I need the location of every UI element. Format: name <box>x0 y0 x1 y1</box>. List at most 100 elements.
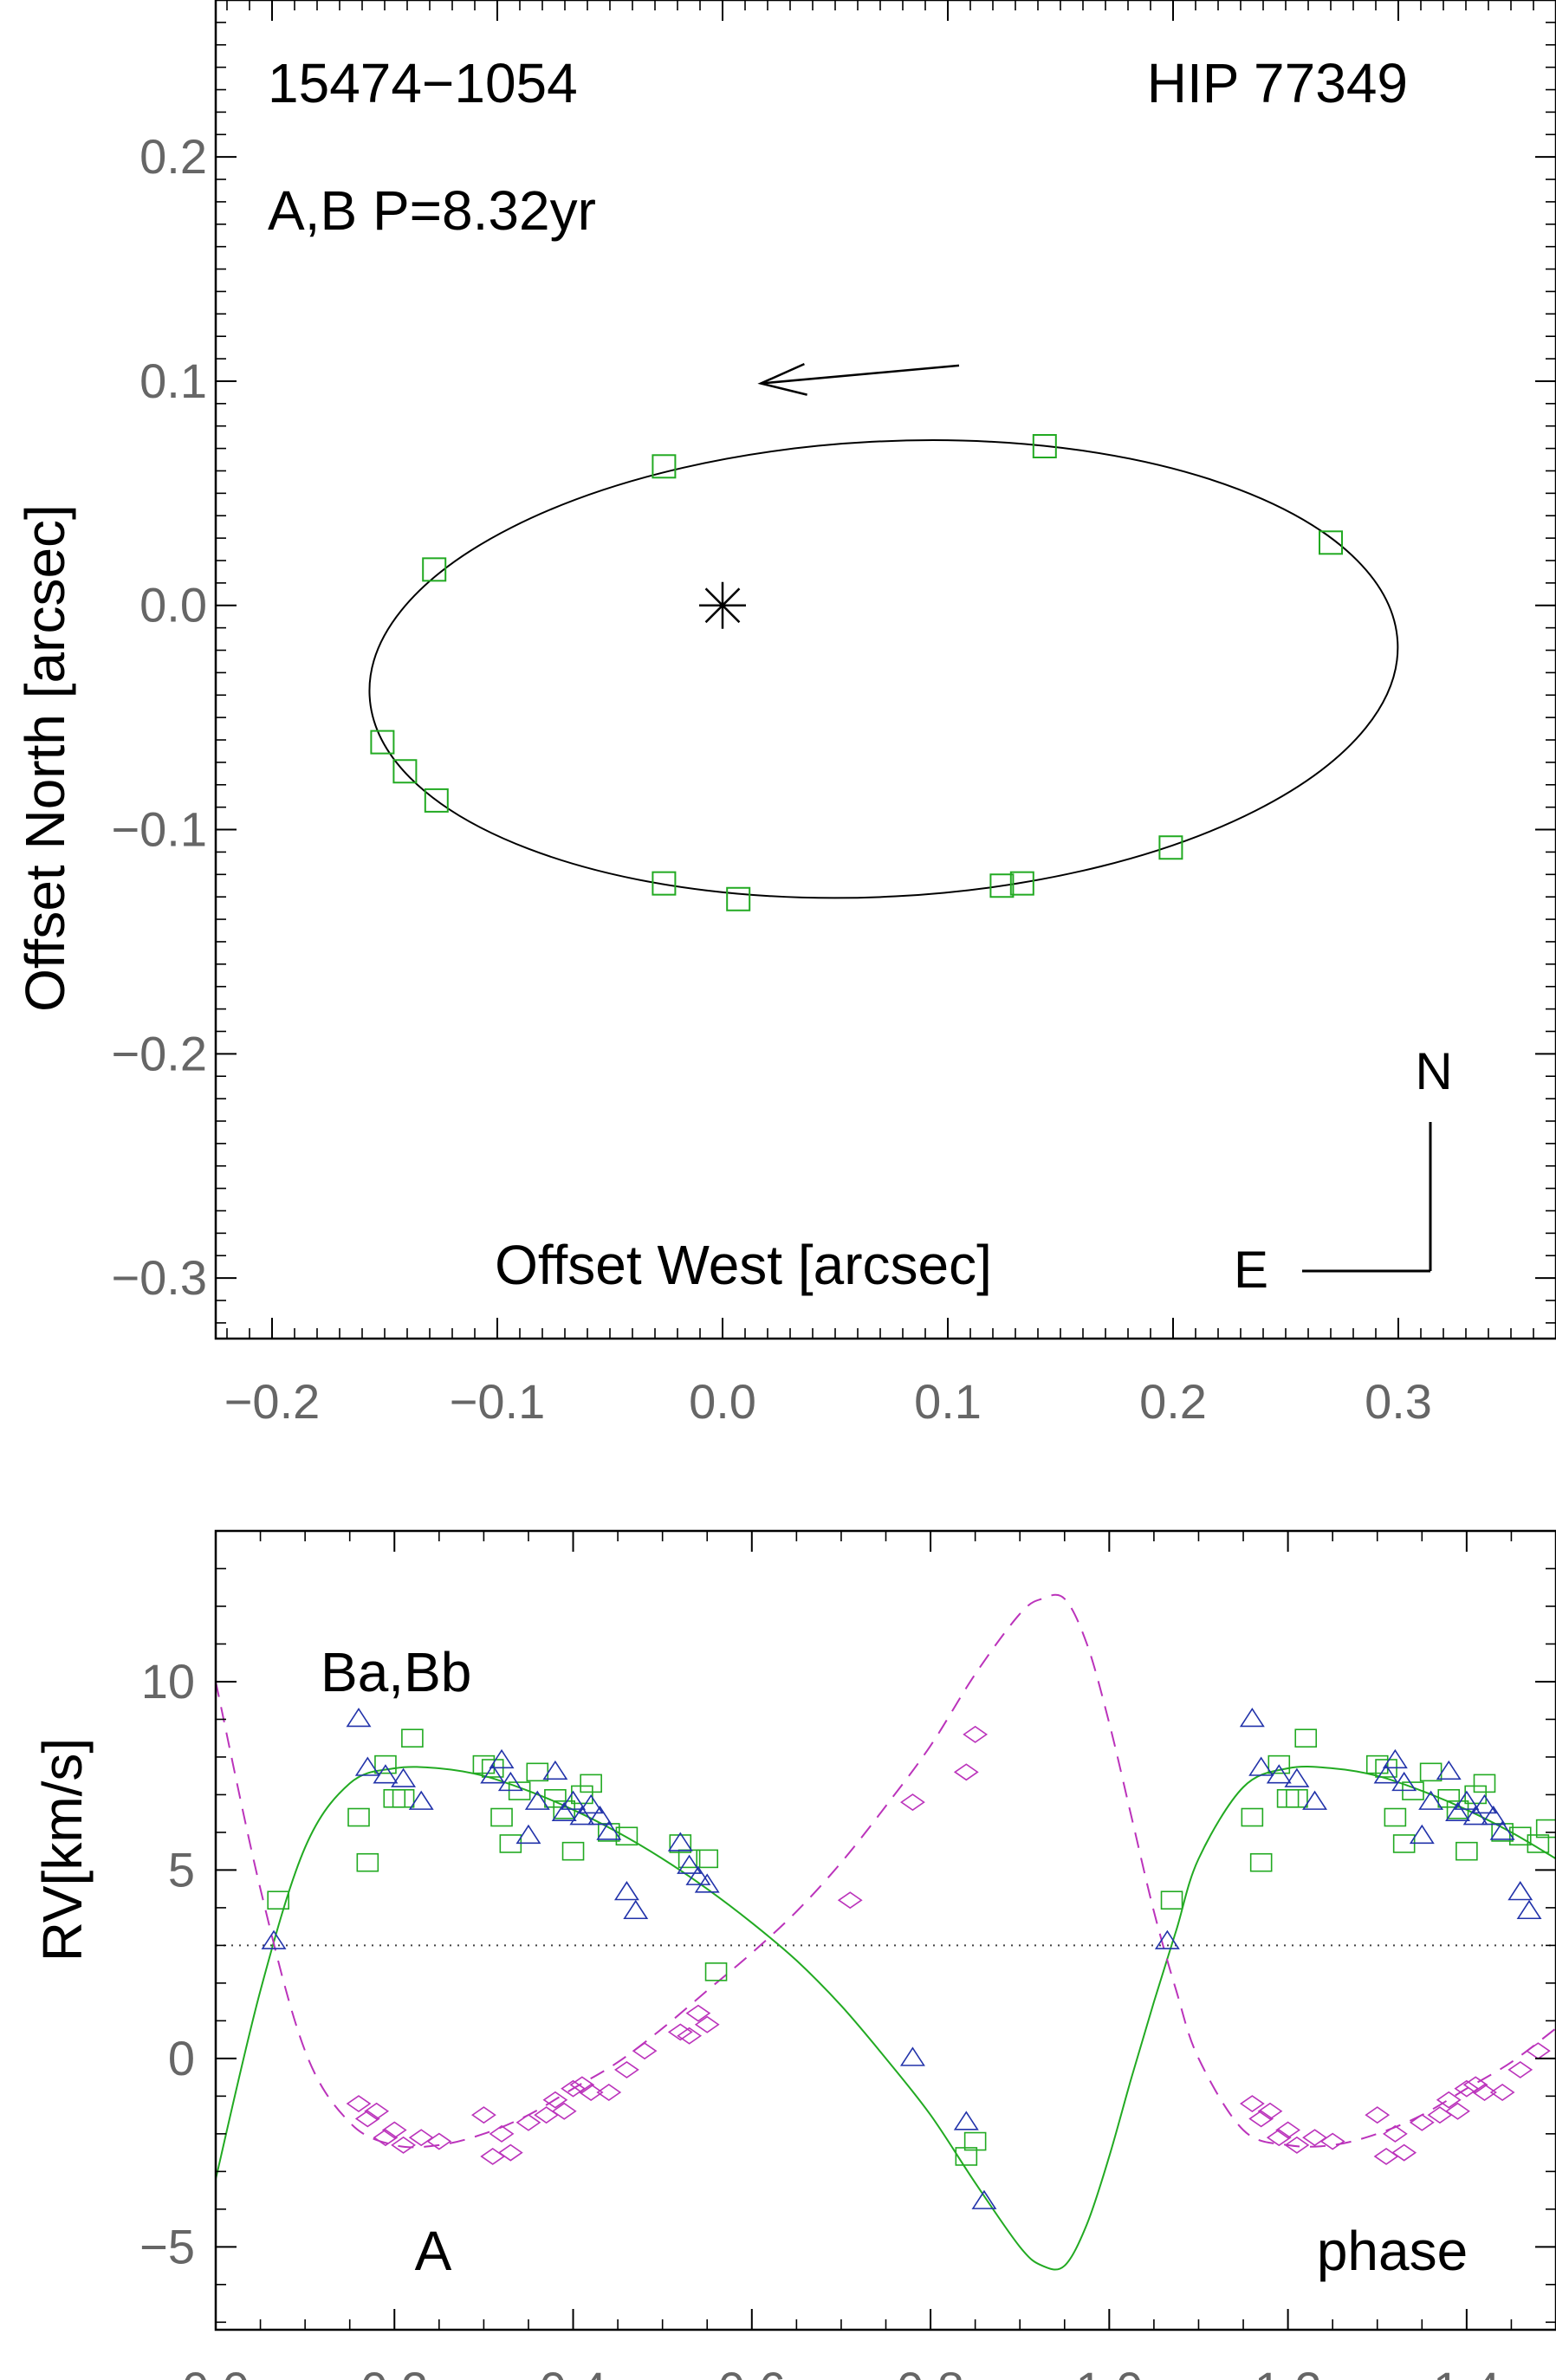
rv-point-a <box>346 2095 372 2113</box>
x-tick-label: 0.0 <box>689 1374 756 1429</box>
rv-x-tick-label: 1.2 <box>1255 2362 1322 2380</box>
rv-point-triangle <box>1284 1767 1310 1787</box>
rv-point-triangle <box>1418 1790 1444 1810</box>
rv-point-a <box>963 1725 989 1743</box>
measurement-point <box>1032 434 1057 458</box>
rv-point-triangle <box>677 1854 703 1874</box>
rv-point-triangle <box>667 1832 693 1851</box>
rv-point-triangle <box>1489 1820 1515 1840</box>
orbit-ellipse <box>368 439 1399 899</box>
x-tick-label: 0.2 <box>1139 1374 1207 1429</box>
rv-point-a <box>596 2084 622 2101</box>
rv-point-a <box>551 2102 577 2120</box>
x-tick-label: −0.1 <box>450 1374 546 1429</box>
rv-x-tick-label: 1.4 <box>1433 2362 1501 2380</box>
rv-x-tick-label: 0.6 <box>718 2362 786 2380</box>
rv-point-a <box>1489 2084 1515 2101</box>
measurement-point <box>726 886 751 911</box>
rv-x-tick-label: 0.2 <box>360 2362 428 2380</box>
rv-curve-ba-bb <box>215 1766 1556 2271</box>
rv-point-a <box>1445 2102 1470 2120</box>
rv-point-square <box>1241 1807 1264 1827</box>
rv-point-a <box>373 2129 399 2147</box>
motion-arrow-shaft <box>761 364 960 385</box>
rv-y-tick-label: 5 <box>168 1842 195 1897</box>
x-tick-label: −0.2 <box>224 1374 321 1429</box>
rv-point-triangle <box>1154 1929 1180 1949</box>
rv-point-square <box>1535 1819 1556 1839</box>
rv-point-a <box>391 2136 416 2154</box>
rv-point-square <box>1384 1807 1407 1827</box>
rv-component-label: Ba,Bb <box>321 1641 471 1703</box>
rv-point-square <box>1527 1834 1550 1853</box>
measurement-point <box>1158 835 1183 860</box>
rv-point-triangle <box>613 1881 639 1901</box>
rv-point-triangle <box>1507 1881 1533 1901</box>
rv-point-a <box>1239 2095 1265 2113</box>
rv-point-a <box>489 2124 515 2143</box>
rv-x-tick-label: 0.0 <box>182 2362 250 2380</box>
x-tick-label: 0.3 <box>1365 1374 1432 1429</box>
orbit-title-left: 15474−1054 <box>268 52 578 114</box>
y-tick-label: 0.2 <box>139 129 207 184</box>
rv-point-triangle <box>569 1806 595 1826</box>
rv-point-a <box>364 2102 390 2120</box>
rv-plot-content <box>215 1593 1556 2271</box>
rv-point-square <box>356 1852 379 1872</box>
rv-point-triangle <box>1382 1748 1408 1769</box>
rv-point-a <box>1257 2102 1283 2120</box>
rv-point-square <box>955 2147 978 2166</box>
rv-point-a <box>470 2106 496 2124</box>
orbit-plot-content <box>368 362 1399 911</box>
rv-point-triangle <box>1516 1899 1542 1920</box>
rv-point-a <box>1391 2143 1417 2162</box>
rv-point-square <box>561 1841 585 1861</box>
rv-point-a <box>426 2132 452 2150</box>
rv-point-triangle <box>578 1794 604 1814</box>
rv-bottom-label: A <box>415 2220 452 2282</box>
measurement-point <box>989 873 1015 898</box>
rv-point-square <box>490 1807 513 1827</box>
y-tick-label: −0.3 <box>111 1250 207 1305</box>
orbit-xlabel: Offset West [arcsec] <box>495 1234 992 1296</box>
rv-point-a <box>1436 2091 1462 2109</box>
rv-point-triangle <box>354 1756 380 1776</box>
rv-point-triangle <box>515 1824 541 1845</box>
y-tick-label: −0.2 <box>111 1026 207 1080</box>
rv-point-square <box>1473 1774 1496 1793</box>
rv-ticks: 0.0 0.2 0.4 0.6 0.8 1.0 1.2 1.4 −5 0 5 10 <box>139 1531 1556 2380</box>
rv-point-triangle <box>685 1865 711 1885</box>
rv-point-square <box>1286 1788 1308 1808</box>
rv-point-square <box>392 1788 415 1808</box>
rv-point-a <box>694 2015 720 2033</box>
rv-point-square <box>1437 1788 1461 1808</box>
rv-point-a <box>1248 2110 1274 2128</box>
rv-point-triangle <box>373 1764 399 1784</box>
rv-point-square <box>374 1754 397 1774</box>
rv-point-triangle <box>1248 1756 1274 1776</box>
measurement-point <box>652 454 677 479</box>
rv-point-triangle <box>489 1748 515 1769</box>
rv-point-a <box>515 2113 541 2131</box>
orbit-frame <box>214 0 1556 1340</box>
rv-point-triangle <box>408 1790 434 1810</box>
rv-point-a <box>1266 2129 1292 2147</box>
rv-x-tick-label: 0.4 <box>540 2362 607 2380</box>
rv-point-square <box>347 1807 370 1827</box>
rv-point-triangle <box>1462 1806 1488 1826</box>
rv-point-triangle <box>1302 1790 1328 1810</box>
rv-point-a <box>1382 2124 1408 2143</box>
compass-north-label: N <box>1415 1042 1452 1100</box>
rv-point-a <box>900 1793 925 1812</box>
measurement-point <box>422 557 447 582</box>
rv-point-triangle <box>1391 1771 1417 1792</box>
compass: N E <box>1234 1042 1453 1299</box>
measurement-point <box>1319 530 1343 555</box>
measurement-point <box>392 759 418 784</box>
measurement-point <box>424 788 449 813</box>
rv-y-tick-label: 10 <box>141 1654 195 1709</box>
rv-point-triangle <box>953 2111 979 2130</box>
x-tick-label: 0.1 <box>914 1374 982 1429</box>
rv-point-a <box>542 2091 568 2109</box>
rv-point-a <box>381 2121 407 2139</box>
